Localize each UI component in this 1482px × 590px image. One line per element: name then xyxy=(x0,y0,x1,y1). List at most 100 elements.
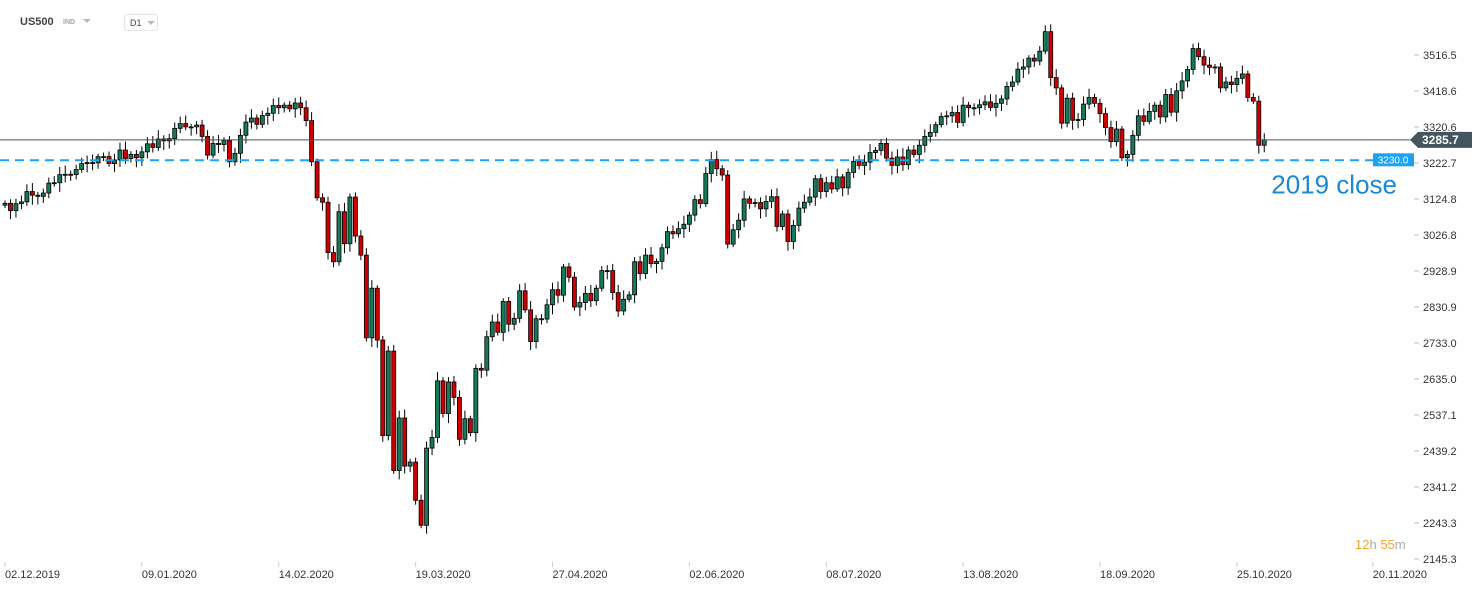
candle-body xyxy=(1174,90,1180,113)
candle-body xyxy=(725,174,731,245)
candle xyxy=(435,372,440,443)
candle xyxy=(68,170,74,181)
candle xyxy=(615,284,621,317)
candle-body xyxy=(1070,97,1076,121)
candle xyxy=(391,344,397,474)
candle xyxy=(916,139,922,164)
candle-body xyxy=(303,107,309,122)
current-price-text: 3285.7 xyxy=(1422,133,1459,147)
candle-body xyxy=(254,117,260,125)
candle-body xyxy=(621,298,627,312)
candle xyxy=(971,103,977,116)
candle-body xyxy=(1031,57,1037,62)
candle-body xyxy=(823,182,829,192)
candle xyxy=(1119,126,1125,162)
candle-body xyxy=(1010,81,1015,87)
candle-body xyxy=(396,417,402,471)
candle xyxy=(325,196,331,260)
candle-body xyxy=(1239,73,1245,79)
candle xyxy=(1048,24,1054,87)
y-tick-label: 3516.5 xyxy=(1423,50,1457,62)
symbol-dropdown-icon[interactable] xyxy=(83,19,91,23)
y-tick-label: 3222.7 xyxy=(1423,158,1457,170)
candle-body xyxy=(769,196,774,202)
candle-body xyxy=(522,290,528,311)
candle-body xyxy=(342,211,347,245)
candle-body xyxy=(566,266,572,278)
candle-body xyxy=(791,224,796,242)
candle-body xyxy=(1146,111,1152,122)
candle xyxy=(550,282,555,315)
candle xyxy=(1037,45,1043,66)
candle xyxy=(1086,88,1092,110)
candle xyxy=(593,284,599,306)
candle-body xyxy=(2,202,8,206)
candle xyxy=(528,301,533,350)
candle-body xyxy=(500,301,506,333)
candle-body xyxy=(593,287,599,302)
candle xyxy=(670,225,676,239)
candle xyxy=(1042,25,1048,55)
candle xyxy=(1026,55,1032,75)
candle-body xyxy=(730,229,736,245)
candle xyxy=(862,154,867,176)
candle xyxy=(1261,133,1267,153)
candle-body xyxy=(533,318,539,342)
timeframe-select[interactable]: D1 xyxy=(124,14,158,31)
candle xyxy=(895,149,900,174)
y-tick-label: 2537.1 xyxy=(1423,410,1457,422)
candle xyxy=(133,150,139,168)
candle-body xyxy=(599,270,605,289)
candle xyxy=(884,137,889,162)
candle-body xyxy=(889,157,895,166)
candle xyxy=(221,137,227,152)
candle xyxy=(1010,76,1015,92)
candle xyxy=(84,155,90,173)
candle xyxy=(462,410,468,445)
candle-body xyxy=(686,214,692,225)
candle-body xyxy=(495,321,501,333)
time-axis[interactable]: 02.12.2019 09.01.2020 14.02.2020 19.03.2020… xyxy=(4,562,1427,581)
candle xyxy=(1168,87,1174,117)
candle-body xyxy=(194,124,200,128)
candle xyxy=(40,188,46,203)
candle xyxy=(785,209,791,251)
candle-body xyxy=(544,304,550,320)
candle xyxy=(982,95,988,110)
candle xyxy=(309,112,315,167)
candle-body xyxy=(845,172,851,189)
candle-body xyxy=(446,381,451,414)
candle-body xyxy=(68,173,74,176)
candle-body xyxy=(670,231,676,235)
candle xyxy=(128,151,134,163)
candle-body xyxy=(561,266,566,296)
x-tick-label: 08.07.2020 xyxy=(826,569,881,581)
candle xyxy=(1081,96,1086,127)
candle-body xyxy=(462,418,468,440)
candle xyxy=(944,110,950,126)
candle-body xyxy=(133,154,139,159)
y-tick-label: 2243.3 xyxy=(1423,518,1457,530)
candle xyxy=(347,193,353,252)
price-axis[interactable]: 3516.5 3418.6 3320.6 3222.7 3124.8 3026.8 2928… xyxy=(1414,50,1457,566)
candle-body xyxy=(1020,66,1026,70)
candle xyxy=(1185,65,1190,88)
candle xyxy=(1179,72,1185,99)
symbol-label[interactable]: US500 xyxy=(20,16,54,28)
candle xyxy=(172,122,178,145)
candle xyxy=(905,146,911,170)
candle-body xyxy=(232,152,238,163)
candle xyxy=(1152,101,1158,120)
candle-body xyxy=(511,317,517,325)
candle xyxy=(654,258,659,274)
x-tick-label: 25.10.2020 xyxy=(1237,569,1292,581)
candle xyxy=(270,98,276,121)
candle-body xyxy=(1261,139,1267,146)
candle xyxy=(1196,42,1201,61)
candle-body xyxy=(506,301,512,325)
candle-body xyxy=(977,104,982,109)
candle xyxy=(676,221,681,238)
candle xyxy=(8,199,13,220)
